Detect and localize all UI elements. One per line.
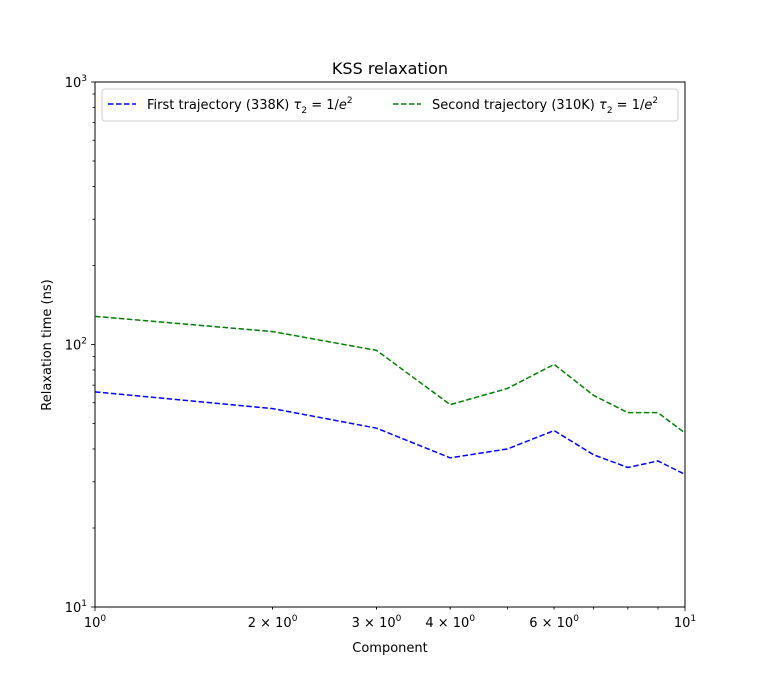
x-axis-label: Component xyxy=(352,641,427,656)
legend-math-superscript: 2 xyxy=(652,96,658,106)
x-tick-label-base: 10 xyxy=(674,616,691,631)
legend-math-e: e xyxy=(644,98,652,113)
x-tick-label: 2 × 100 xyxy=(248,614,298,631)
x-tick-label-exp: 0 xyxy=(396,614,402,624)
legend-math-superscript: 2 xyxy=(347,96,353,106)
x-tick-label-exp: 1 xyxy=(690,614,696,624)
y-tick-label: 102 xyxy=(65,337,87,354)
x-tick-label-exp: 0 xyxy=(292,614,298,624)
x-tick-label: 3 × 100 xyxy=(352,614,402,631)
x-tick-label-exp: 0 xyxy=(100,614,106,624)
x-tick-label: 4 × 100 xyxy=(425,614,475,631)
y-tick-label-exp: 3 xyxy=(81,74,87,84)
x-tick-label-exp: 0 xyxy=(573,614,579,624)
x-tick-label-base: 4 × 10 xyxy=(425,616,469,631)
x-tick-label-base: 3 × 10 xyxy=(352,616,396,631)
legend-math-subscript: 2 xyxy=(301,106,307,116)
legend-math-tau: τ xyxy=(294,98,302,113)
y-tick-label: 101 xyxy=(65,599,87,616)
y-tick-label-base: 10 xyxy=(65,76,82,91)
x-tick-label: 101 xyxy=(674,614,696,631)
x-tick-label-base: 10 xyxy=(84,616,101,631)
legend-math-equals: = 1/ xyxy=(307,98,339,113)
y-tick-label-base: 10 xyxy=(65,339,82,354)
y-tick-label: 103 xyxy=(65,74,87,91)
legend-label-second-trajectory: Second trajectory (310K) τ2 = 1/e2 xyxy=(432,96,658,116)
chart-title: KSS relaxation xyxy=(332,59,448,78)
x-tick-label: 100 xyxy=(84,614,107,631)
series-layer xyxy=(94,315,686,476)
legend-math-subscript: 2 xyxy=(607,106,613,116)
legend-label-prefix: Second trajectory (310K) xyxy=(432,98,599,113)
legend: First trajectory (338K) τ2 = 1/e2 Second … xyxy=(101,88,679,122)
legend-math-equals: = 1/ xyxy=(613,98,645,113)
y-axis-label: Relaxation time (ns) xyxy=(40,279,55,410)
y-tick-label-exp: 2 xyxy=(81,337,87,347)
legend-label-prefix: First trajectory (338K) xyxy=(147,98,294,113)
x-tick-label-exp: 0 xyxy=(469,614,475,624)
x-tick-label-base: 6 × 10 xyxy=(529,616,573,631)
legend-math-e: e xyxy=(339,98,347,113)
series-line-first-trajectory xyxy=(94,391,686,476)
y-tick-label-base: 10 xyxy=(65,601,82,616)
x-tick-label: 6 × 100 xyxy=(529,614,579,631)
legend-frame xyxy=(101,88,679,122)
legend-label-first-trajectory: First trajectory (338K) τ2 = 1/e2 xyxy=(147,96,353,116)
y-tick-label-exp: 1 xyxy=(81,599,87,609)
legend-math-tau: τ xyxy=(599,98,607,113)
x-axis-ticks: 100 2 × 100 3 × 100 4 × 100 6 × 100 101 xyxy=(84,607,696,631)
series-line-second-trajectory xyxy=(94,315,686,434)
x-tick-label-base: 2 × 10 xyxy=(248,616,292,631)
